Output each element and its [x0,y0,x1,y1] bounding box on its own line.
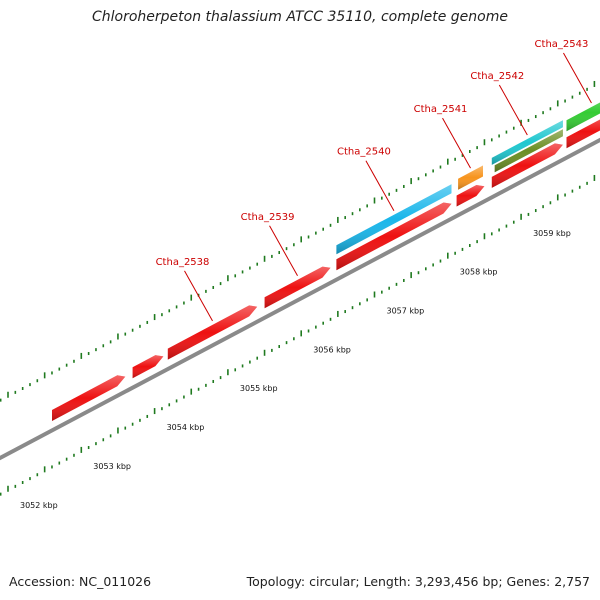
gene-label-leader [269,225,298,277]
gene-label-ctha_2538[interactable]: Ctha_2538 [156,257,210,268]
gene-label-ctha_2541[interactable]: Ctha_2541 [414,104,468,115]
gene-feature-ctha_2539[interactable] [264,266,331,309]
gene-feature-ctha_2543[interactable] [566,94,600,132]
gene-label-leader [365,160,395,211]
axis-tick-label: 3052 kbp [20,501,58,510]
axis-tick-label: 3059 kbp [533,229,571,238]
axis-tick-label: 3055 kbp [240,384,278,393]
axis-tick-label: 3053 kbp [93,462,131,471]
gene-features[interactable] [52,94,600,421]
gene-feature-ctha_2538[interactable] [167,305,258,360]
gene-feature-ctha_2543[interactable] [566,115,600,149]
gene-feature-ctha_2541[interactable] [458,165,483,190]
axis-tick-label: 3057 kbp [387,307,425,316]
gene-label-ctha_2543[interactable]: Ctha_2543 [535,39,589,50]
gene-feature-ctha_2541[interactable] [456,185,485,207]
gene-labels: 3052 kbp 3053 kbp 3054 kbp 3055 kbp 3056 kbp… [20,39,592,510]
gene-feature-ctha_2542[interactable] [491,143,563,188]
gene-label-ctha_2542[interactable]: Ctha_2542 [470,71,524,82]
gene-feature-ctha_2542[interactable] [494,129,563,173]
gene-feature-ctha_2538[interactable] [132,355,164,379]
gene-feature-ctha_2542[interactable] [491,120,563,165]
axis-tick-label: 3054 kbp [167,423,205,432]
axis-tick-label: 3056 kbp [313,345,351,354]
axis-tick-label: 3058 kbp [460,268,498,277]
tick-marks [0,80,596,496]
gene-label-ctha_2540[interactable]: Ctha_2540 [337,147,391,158]
backbone [0,137,600,461]
gene-label-leader [442,117,471,169]
map-title: Chloroherpeton thalassium ATCC 35110, co… [92,9,508,25]
gene-feature-ctha_2540[interactable] [336,184,452,255]
gene-label-leader [498,84,528,136]
accession-text: Accession: NC_011026 [9,574,152,589]
gene-label-ctha_2539[interactable]: Ctha_2539 [241,212,295,223]
gene-label-leader [563,52,592,104]
gene-label-leader [184,270,213,322]
genome-summary-text: Topology: circular; Length: 3,293,456 bp… [246,574,590,589]
backbone-line [0,137,600,461]
gene-feature-ctha_2538[interactable] [52,375,126,421]
gene-feature-ctha_2540[interactable] [336,202,452,271]
